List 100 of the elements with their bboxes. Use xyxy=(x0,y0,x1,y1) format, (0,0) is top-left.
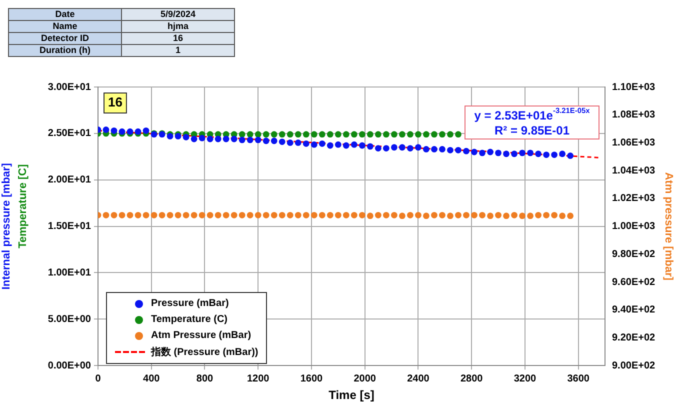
point xyxy=(374,131,382,138)
x-tick-label: 800 xyxy=(196,373,214,384)
y2-tick-label: 9.40E+02 xyxy=(612,304,656,316)
y-axis-title: Internal pressure [mbar] xyxy=(0,162,13,290)
point xyxy=(254,131,262,138)
point xyxy=(182,134,190,140)
point xyxy=(423,146,430,152)
point xyxy=(447,131,454,138)
y2-tick-label: 1.02E+03 xyxy=(612,193,656,204)
point xyxy=(479,150,486,156)
y2-axis-title: Atm pressure [mbar] xyxy=(662,172,674,281)
point xyxy=(399,131,406,138)
point xyxy=(390,131,398,138)
y2-tick-label: 9.60E+02 xyxy=(612,276,656,288)
point xyxy=(447,146,454,154)
point xyxy=(431,146,438,152)
point xyxy=(238,131,246,138)
point xyxy=(302,131,310,138)
legend-label: 指数 (Pressure (mBar)) xyxy=(151,346,258,359)
point xyxy=(294,131,302,138)
x-tick-label: 0 xyxy=(95,373,102,384)
point xyxy=(278,131,286,138)
point xyxy=(246,136,254,144)
text: Name xyxy=(8,20,122,32)
y2-tick-label: 1.08E+03 xyxy=(612,110,656,121)
y2-tick-label: 1.06E+03 xyxy=(612,137,656,148)
point xyxy=(439,146,446,152)
point xyxy=(262,138,270,144)
point xyxy=(382,131,390,138)
point xyxy=(310,141,318,148)
point xyxy=(286,140,294,146)
y-tick-label: 1.50E+01 xyxy=(48,221,92,232)
point xyxy=(270,131,278,138)
y-tick-label: 0.00E+00 xyxy=(48,360,92,372)
point xyxy=(455,146,462,154)
point xyxy=(415,144,422,151)
point xyxy=(399,144,406,151)
point xyxy=(366,131,374,138)
point xyxy=(535,150,542,158)
x-tick-label: 2800 xyxy=(460,373,484,384)
text: Detector ID xyxy=(8,32,122,44)
text: Temperature [C] xyxy=(17,164,30,248)
point xyxy=(407,131,414,138)
point xyxy=(294,140,302,146)
legend-label: Atm Pressure (mBar) xyxy=(151,330,252,342)
point xyxy=(358,131,366,138)
point xyxy=(222,136,230,142)
point xyxy=(286,131,294,138)
point xyxy=(238,136,246,144)
x-tick-label: 2000 xyxy=(354,373,376,384)
point xyxy=(431,131,438,138)
y2-tick-label: 1.00E+03 xyxy=(612,221,656,232)
point xyxy=(318,131,326,138)
text: Duration (h) xyxy=(8,44,122,56)
point xyxy=(278,138,286,145)
x-tick-label: 1600 xyxy=(300,373,324,384)
y-tick-label: 2.00E+01 xyxy=(48,174,92,186)
x-axis-title: Time [s] xyxy=(328,388,374,402)
point xyxy=(415,131,422,138)
point xyxy=(342,142,350,149)
y2-tick-label: 1.10E+03 xyxy=(612,82,656,93)
point xyxy=(326,131,334,138)
text: Date xyxy=(8,8,122,20)
point xyxy=(439,131,446,138)
x-tick-label: 1200 xyxy=(246,373,270,384)
y-tick-label: 2.50E+01 xyxy=(48,128,92,140)
y-tick-label: 1.00E+01 xyxy=(48,267,92,278)
point xyxy=(326,142,334,149)
point xyxy=(559,150,566,158)
point xyxy=(342,131,350,138)
point xyxy=(142,127,150,134)
legend-label: Temperature (C) xyxy=(151,314,228,326)
point xyxy=(270,138,278,144)
point xyxy=(102,126,110,133)
point xyxy=(382,145,390,152)
annotation: R² = 9.85E-01 xyxy=(494,123,570,138)
point xyxy=(503,150,510,158)
point xyxy=(310,131,318,138)
x-tick-label: 2400 xyxy=(407,373,430,384)
point xyxy=(495,150,502,156)
point xyxy=(110,127,118,134)
point xyxy=(254,136,262,144)
x-tick-label: 400 xyxy=(143,373,160,384)
point xyxy=(567,152,574,159)
y2-tick-label: 9.20E+02 xyxy=(612,332,656,344)
y2-tick-label: 1.04E+03 xyxy=(612,165,656,176)
point xyxy=(511,150,518,158)
point xyxy=(190,136,198,142)
point xyxy=(455,131,462,138)
point xyxy=(350,141,358,148)
point xyxy=(423,131,430,138)
point xyxy=(543,152,550,158)
y2-tick-label: 9.80E+02 xyxy=(612,248,656,260)
point xyxy=(302,140,310,147)
point xyxy=(350,131,358,138)
point xyxy=(374,145,382,152)
point xyxy=(463,148,470,154)
point xyxy=(527,150,534,156)
point xyxy=(407,145,414,152)
point xyxy=(230,136,238,142)
